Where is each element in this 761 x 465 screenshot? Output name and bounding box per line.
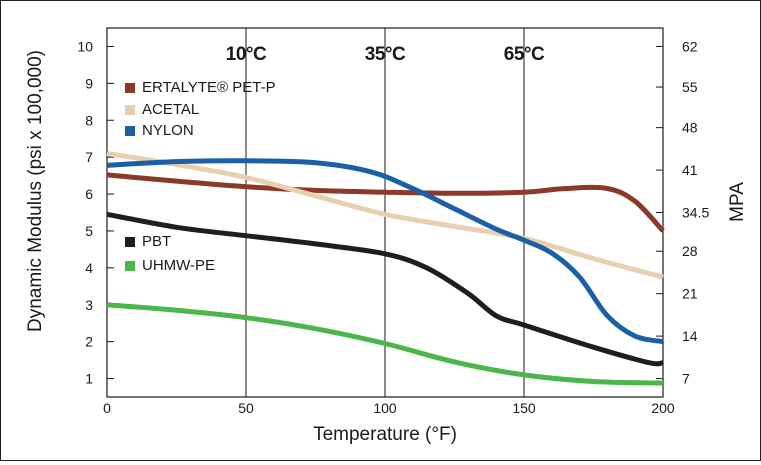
x-axis-title: Temperature (°F) <box>313 424 457 445</box>
series-line-0 <box>106 172 665 233</box>
legend-swatch-1 <box>125 105 135 115</box>
y-tick-label: 6 <box>85 186 93 202</box>
y2-tick-label: 7 <box>682 371 690 387</box>
x-tick-label: 0 <box>103 400 111 416</box>
y-tick-label: 2 <box>85 334 93 350</box>
legend-label-4: UHMW-PE <box>142 257 215 274</box>
y2-tick-label: 21 <box>682 286 698 302</box>
legend-label-0: ERTALYTE® PET-P <box>142 79 276 96</box>
x-tick-label: 100 <box>373 400 397 416</box>
legend-label-3: PBT <box>142 233 171 250</box>
reference-label-1: 35°C <box>365 44 406 65</box>
legend-swatch-0 <box>125 83 135 93</box>
reference-label-0: 10°C <box>226 44 267 65</box>
y2-axis-title: MPA <box>727 182 748 222</box>
series-line-4 <box>106 302 664 386</box>
y-tick-label: 9 <box>85 75 93 91</box>
series-line-1 <box>106 151 664 280</box>
y-tick-label: 8 <box>85 112 93 128</box>
series-line-3 <box>106 211 664 367</box>
y-tick-label: 10 <box>77 38 93 54</box>
y2-tick-label: 28 <box>682 243 698 259</box>
x-tick-label: 50 <box>238 400 254 416</box>
legend-label-1: ACETAL <box>142 101 199 118</box>
legend-swatch-2 <box>125 126 135 136</box>
y-tick-label: 7 <box>85 149 93 165</box>
y2-tick-label: 55 <box>682 79 698 95</box>
reference-label-2: 65°C <box>504 44 545 65</box>
y-tick-label: 5 <box>85 223 93 239</box>
legend-swatch-3 <box>125 237 135 247</box>
y-axis-title: Dynamic Modulus (psi x 100,000) <box>25 50 46 332</box>
y2-tick-label: 41 <box>682 162 698 178</box>
y2-tick-label: 48 <box>682 120 698 136</box>
series-line-2 <box>106 158 664 345</box>
y-tick-label: 3 <box>85 297 93 313</box>
x-tick-label: 150 <box>512 400 536 416</box>
legend-swatch-4 <box>125 261 135 271</box>
x-tick-label: 200 <box>651 400 675 416</box>
y2-tick-label: 14 <box>682 328 698 344</box>
y-tick-label: 1 <box>85 371 93 387</box>
legend-label-2: NYLON <box>142 122 194 139</box>
y2-tick-label: 34.5 <box>682 205 709 221</box>
y-tick-label: 4 <box>85 260 93 276</box>
y2-tick-label: 62 <box>682 38 698 54</box>
